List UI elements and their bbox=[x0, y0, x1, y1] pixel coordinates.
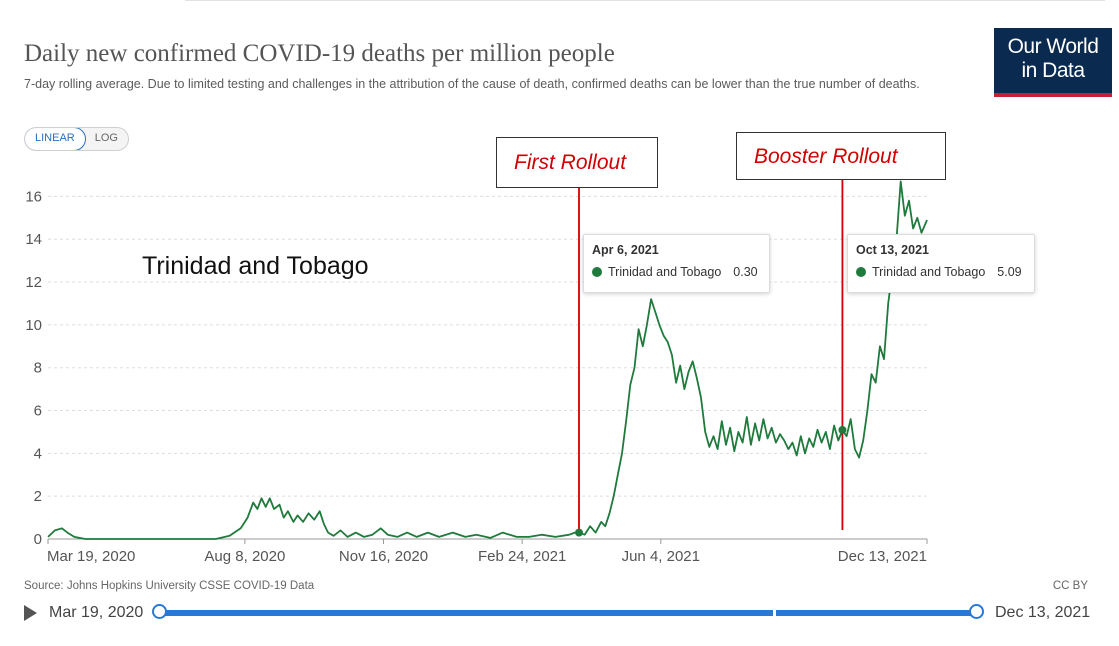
tooltip-booster-rollout: Oct 13, 2021 Trinidad and Tobago 5.09 bbox=[847, 234, 1035, 293]
y-tick-label: 0 bbox=[34, 531, 42, 548]
y-tick-label: 14 bbox=[25, 231, 42, 248]
owid-logo[interactable]: Our World in Data bbox=[994, 28, 1112, 97]
tooltip-date: Oct 13, 2021 bbox=[856, 243, 929, 257]
x-tick-label: Aug 8, 2020 bbox=[204, 548, 285, 565]
chart-title: Daily new confirmed COVID-19 deaths per … bbox=[24, 40, 615, 67]
y-tick-label: 12 bbox=[25, 274, 42, 291]
timeline-end-handle[interactable] bbox=[969, 604, 984, 619]
hover-point bbox=[575, 528, 584, 537]
x-tick-label: Dec 13, 2021 bbox=[838, 548, 927, 565]
y-tick-label: 4 bbox=[34, 445, 42, 462]
license-link[interactable]: CC BY bbox=[1052, 580, 1088, 592]
chart-subtitle: 7-day rolling average. Due to limited te… bbox=[24, 77, 920, 91]
x-tick-label: Jun 4, 2021 bbox=[622, 548, 700, 565]
tooltip-value: 0.30 bbox=[733, 265, 758, 279]
source-note[interactable]: Source: Johns Hopkins University CSSE CO… bbox=[24, 580, 315, 592]
y-tick-label: 2 bbox=[34, 488, 42, 505]
series-dot-icon bbox=[856, 267, 866, 277]
timeline-divider bbox=[773, 610, 776, 616]
first-rollout-label: First Rollout bbox=[514, 151, 627, 174]
y-tick-label: 10 bbox=[25, 317, 42, 334]
logo-line-1: Our World bbox=[1007, 35, 1099, 58]
x-tick-label: Nov 16, 2020 bbox=[339, 548, 428, 565]
series-dot-icon bbox=[592, 267, 602, 277]
scale-toggle: LINEAR LOG bbox=[24, 127, 129, 151]
log-scale-button[interactable]: LOG bbox=[94, 132, 118, 144]
y-tick-label: 6 bbox=[34, 403, 42, 420]
play-icon[interactable] bbox=[24, 605, 37, 621]
y-tick-label: 16 bbox=[25, 188, 42, 205]
top-divider bbox=[185, 0, 1105, 4]
tooltip-first-rollout: Apr 6, 2021 Trinidad and Tobago 0.30 bbox=[583, 234, 770, 293]
tooltip-series: Trinidad and Tobago bbox=[872, 265, 986, 279]
line-chart: 0 2 4 6 8 10 12 14 16 Mar 19, 2020 Aug 8, 2020 Nov … bbox=[25, 161, 928, 565]
booster-rollout-annotation: Booster Rollout bbox=[736, 132, 946, 180]
series-line bbox=[47, 180, 928, 540]
linear-scale-button[interactable]: LINEAR bbox=[24, 128, 86, 150]
timeline-start-handle[interactable] bbox=[152, 604, 167, 619]
country-label: Trinidad and Tobago bbox=[142, 252, 369, 280]
first-rollout-annotation: First Rollout bbox=[496, 137, 658, 188]
tooltip-series: Trinidad and Tobago bbox=[608, 265, 722, 279]
timeline-end-label: Dec 13, 2021 bbox=[995, 604, 1091, 621]
y-tick-label: 8 bbox=[34, 360, 42, 377]
timeline-track[interactable] bbox=[160, 610, 977, 616]
tooltip-date: Apr 6, 2021 bbox=[592, 243, 659, 257]
logo-line-2: in Data bbox=[1021, 59, 1085, 82]
timeline-start-label: Mar 19, 2020 bbox=[49, 604, 144, 621]
hover-point bbox=[838, 426, 847, 435]
x-tick-label: Feb 24, 2021 bbox=[478, 548, 566, 565]
x-tick-label: Mar 19, 2020 bbox=[47, 548, 135, 565]
booster-rollout-label: Booster Rollout bbox=[754, 145, 898, 168]
tooltip-value: 5.09 bbox=[997, 265, 1022, 279]
